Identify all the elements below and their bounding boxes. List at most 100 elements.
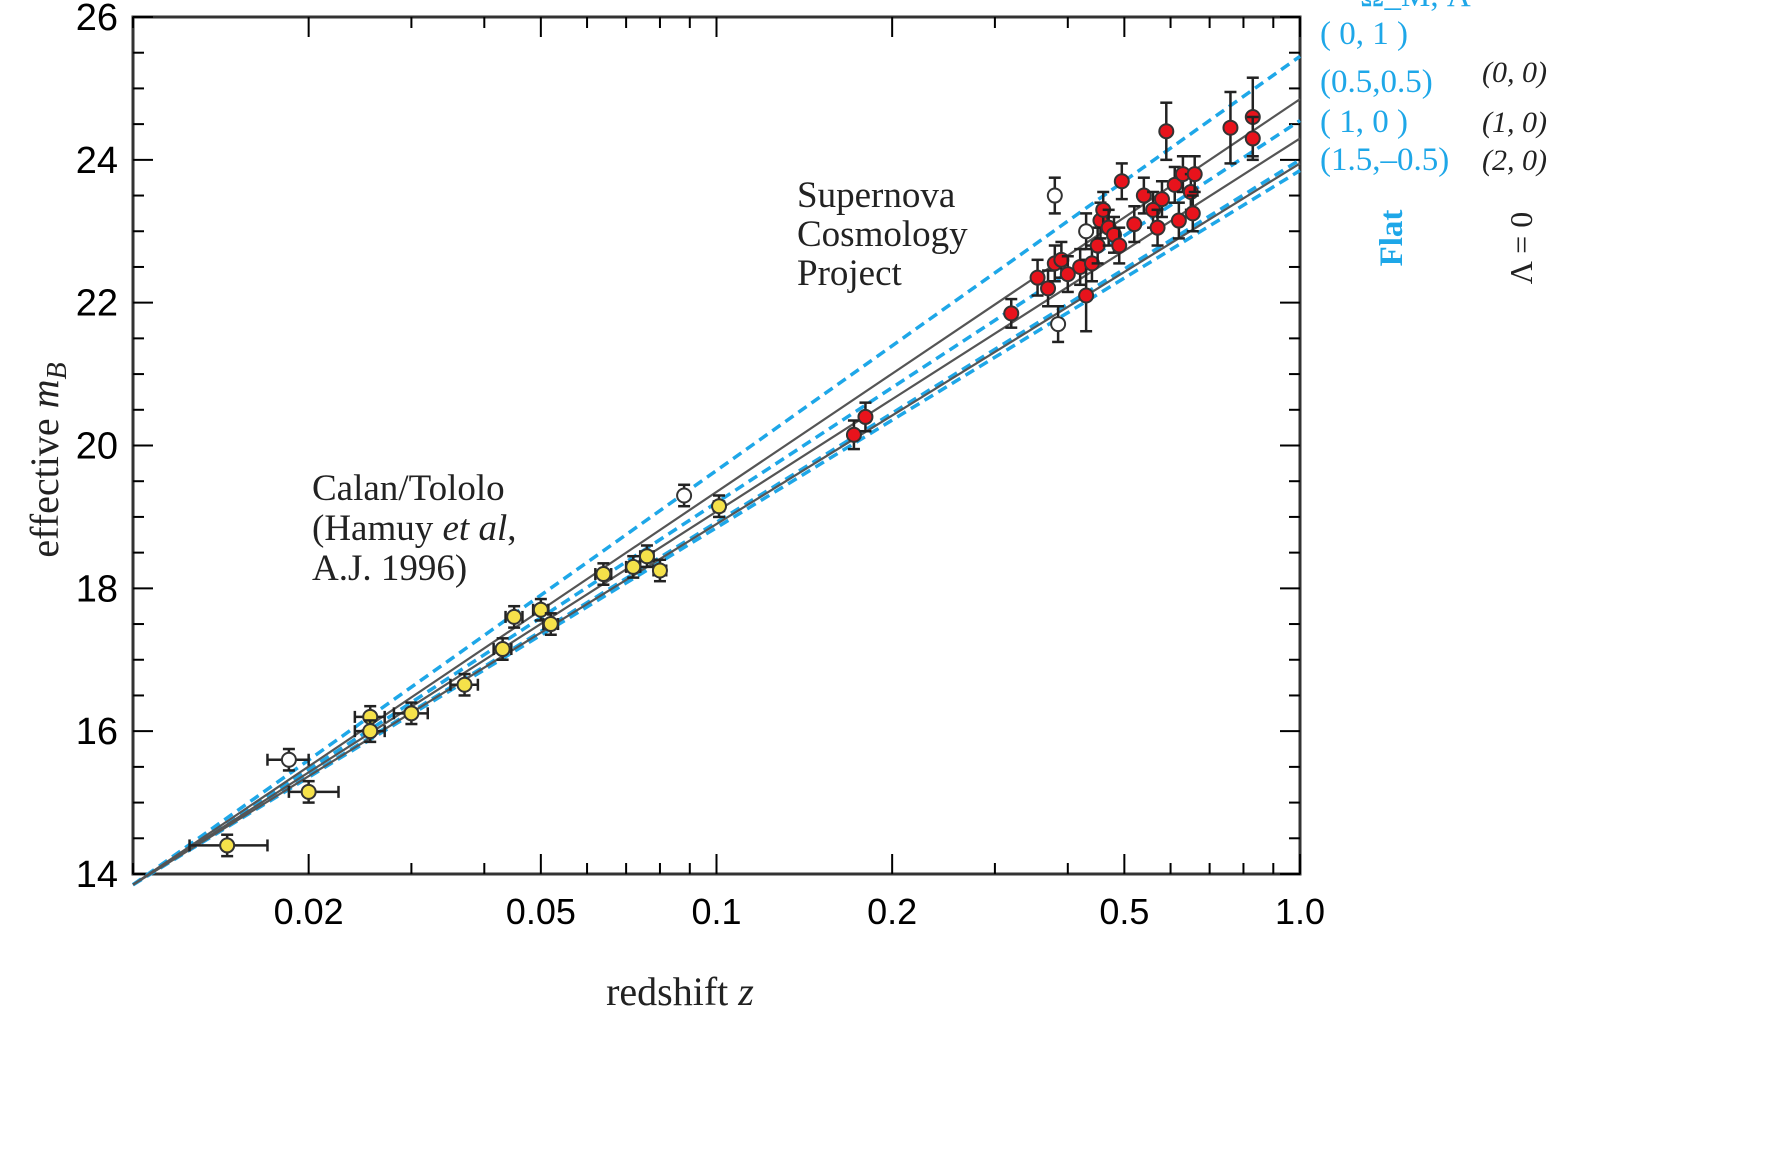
x-tick-label: 0.02 (274, 891, 344, 932)
legend-lambda-1: (1, 0) (1482, 106, 1547, 139)
legend-flat-header: Ω_M, Λ (1360, 0, 1471, 14)
point-marker (638, 548, 655, 565)
point-marker (1184, 205, 1201, 222)
point-marker (1186, 166, 1203, 183)
point-marker (532, 601, 549, 618)
point-marker (1111, 237, 1128, 254)
legend-flat-3: (1.5,–0.5) (1320, 142, 1449, 178)
x-tick-label: 0.5 (1099, 891, 1149, 932)
data-point (1003, 297, 1020, 329)
legend-flat-2: ( 1, 0 ) (1320, 104, 1408, 140)
y-tick-label: 14 (76, 854, 118, 896)
point-marker (300, 783, 317, 800)
data-point (1170, 201, 1187, 240)
point-marker (280, 751, 297, 768)
data-point (857, 401, 874, 433)
data-point (492, 637, 513, 661)
y-tick-label: 26 (76, 0, 118, 39)
legend-flat-1: (0.5,0.5) (1320, 64, 1433, 100)
calan-line-3: A.J. 1996) (312, 548, 467, 589)
data-point (676, 483, 693, 508)
point-marker (1003, 305, 1020, 322)
x-axis-label: redshift z (606, 969, 754, 1014)
point-marker (676, 487, 693, 504)
model-line (132, 162, 1301, 886)
data-point (287, 779, 340, 804)
legend-lambda-label: Λ = 0 (1503, 212, 1539, 284)
plot-frame (131, 15, 1302, 876)
data-point (638, 544, 655, 569)
data-point (1040, 269, 1057, 308)
point-marker (219, 837, 236, 854)
data-points (188, 76, 1261, 858)
data-point (1046, 176, 1063, 215)
data-point (1222, 90, 1239, 165)
x-tick-label: 0.1 (691, 891, 741, 932)
y-axis-label-symbol: m (22, 380, 67, 409)
y-axis-label-subscript: B (42, 362, 73, 379)
data-point (531, 597, 550, 622)
data-point (1113, 162, 1130, 201)
point-marker (1089, 237, 1106, 254)
data-point (1126, 205, 1143, 244)
legend-lambda-2: (2, 0) (1482, 144, 1547, 177)
data-point (1153, 180, 1170, 219)
point-marker (1046, 187, 1063, 204)
point-marker (845, 426, 862, 443)
point-marker (1244, 130, 1261, 147)
legend: Ω_M, Λ ( 0, 1 ) (0.5,0.5) ( 1, 0 ) (1.5,… (1320, 0, 1547, 284)
data-point (1158, 101, 1175, 162)
point-marker (1040, 280, 1057, 297)
data-point (651, 558, 668, 583)
data-point (1186, 155, 1203, 194)
point-marker (1050, 316, 1067, 333)
model-line (132, 98, 1301, 886)
data-point (845, 419, 862, 451)
calan-line-2a: (Hamuy (312, 508, 443, 549)
data-point (1029, 258, 1046, 297)
scp-line-3: Project (797, 253, 903, 294)
data-point (624, 554, 642, 579)
point-marker (857, 408, 874, 425)
data-point (1050, 304, 1067, 344)
point-marker (1059, 266, 1076, 283)
point-marker (1053, 251, 1070, 268)
point-marker (1153, 191, 1170, 208)
model-line (131, 54, 1302, 887)
point-marker (1135, 187, 1152, 204)
data-point (449, 672, 480, 697)
legend-flat-label: Flat (1374, 210, 1410, 267)
legend-flat-0: ( 0, 1 ) (1320, 16, 1408, 52)
calan-line-2b: et al (443, 508, 508, 549)
calan-tololo-annotation: Calan/Tololo (Hamuy et al, A.J. 1996) (312, 468, 516, 589)
point-marker (1078, 223, 1095, 240)
legend-lambda-0: (0, 0) (1482, 56, 1547, 89)
y-tick-label: 20 (76, 426, 118, 468)
axis-ticks (132, 16, 1301, 875)
data-point (1184, 194, 1201, 233)
scp-line-2: Cosmology (797, 214, 968, 255)
x-tick-label: 1.0 (1275, 891, 1325, 932)
point-marker (542, 616, 559, 633)
data-point (1111, 226, 1128, 265)
data-point (711, 494, 728, 519)
point-marker (711, 498, 728, 515)
data-point (594, 562, 613, 587)
point-marker (494, 641, 511, 658)
x-tick-label: 0.05 (506, 891, 576, 932)
x-axis-label-text: redshift (606, 969, 728, 1014)
point-marker (1126, 216, 1143, 233)
calan-line-2: (Hamuy et al, (312, 508, 516, 549)
point-marker (1158, 123, 1175, 140)
y-tick-label: 16 (76, 711, 118, 753)
y-axis-label: effective mB (22, 362, 73, 557)
point-marker (456, 676, 473, 693)
point-marker (403, 705, 420, 722)
scp-line-1: Supernova (797, 175, 955, 216)
data-point (542, 612, 560, 637)
point-marker (1113, 173, 1130, 190)
point-marker (625, 558, 642, 575)
data-point (353, 719, 386, 744)
x-tick-label: 0.2 (867, 891, 917, 932)
